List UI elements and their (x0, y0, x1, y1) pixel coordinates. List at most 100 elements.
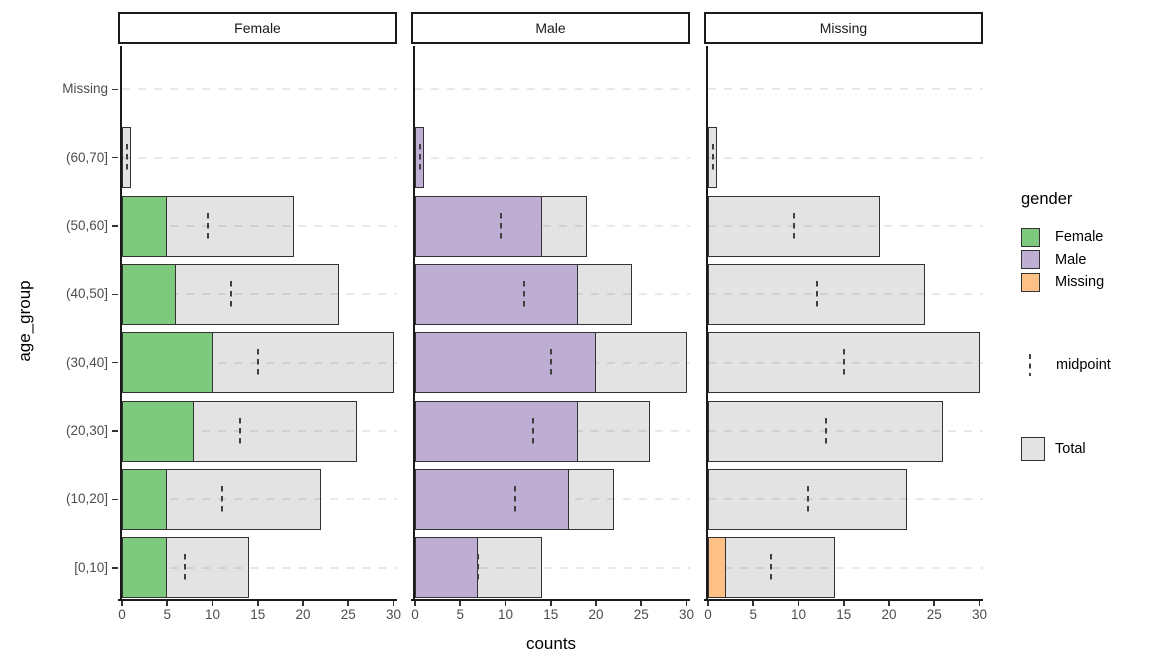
gridline-(40,50] (708, 293, 983, 296)
x-tick (752, 601, 755, 606)
gridline-(10,20] (708, 498, 983, 501)
midpoint-marker (824, 417, 827, 445)
y-tick-label: (20,30] (65, 423, 108, 439)
legend-midpoint-label: midpoint (1056, 357, 1111, 373)
y-axis-title: age_group (15, 280, 34, 362)
legend-item-label: Female (1055, 229, 1104, 246)
male-bar (415, 195, 542, 257)
x-tick (256, 601, 259, 606)
x-tick-label: 0 (118, 607, 126, 622)
x-tick-label: 0 (704, 607, 712, 622)
gridline-Missing (708, 88, 983, 91)
midpoint-marker (499, 212, 502, 240)
x-axis-line (704, 599, 983, 601)
male-swatch (1021, 250, 1040, 270)
legend-item-missing: Missing (1021, 271, 1104, 294)
male-bar (415, 400, 578, 462)
midpoint-marker (815, 280, 818, 308)
x-tick (888, 601, 890, 606)
midpoint-marker (220, 485, 223, 513)
midpoint-marker (206, 212, 209, 240)
y-tick-label: [0,10] (74, 559, 108, 575)
y-tick (112, 88, 118, 91)
y-tick-label: (40,50] (65, 286, 108, 302)
y-tick-label: Missing (62, 81, 108, 97)
x-tick-label: 25 (926, 607, 942, 622)
male-bar (415, 263, 578, 325)
x-tick (166, 601, 169, 606)
y-tick (112, 293, 118, 296)
legend-item-female: Female (1021, 226, 1104, 249)
midpoint-marker (549, 349, 552, 377)
gridline-(20,30] (708, 430, 983, 433)
legend-total-entry: Total (1021, 436, 1086, 461)
x-tick (459, 601, 462, 606)
x-tick-label: 10 (204, 607, 221, 622)
total-key-swatch (1021, 436, 1045, 461)
x-tick (211, 601, 214, 606)
x-tick-label: 10 (790, 607, 807, 622)
x-tick (302, 601, 304, 606)
x-tick-label: 5 (749, 607, 757, 622)
gridline-(10,20] (122, 498, 397, 501)
y-tick-label: (10,20] (65, 491, 108, 507)
female-bar (122, 263, 177, 325)
male-bar (415, 332, 596, 394)
x-tick-label: 20 (588, 607, 604, 622)
legend-item-male: Male (1021, 249, 1104, 272)
gridline-(30,40] (708, 361, 983, 364)
midpoint-marker (125, 144, 128, 172)
y-axis-line (120, 46, 122, 600)
x-tick-label: 15 (543, 607, 559, 622)
x-tick (640, 601, 643, 606)
x-tick-label: 15 (836, 607, 852, 622)
gridline-(40,50] (122, 293, 397, 296)
legend-title-gender: gender (1021, 190, 1073, 208)
y-tick-label: (50,60] (65, 218, 108, 233)
legend-midpoint-entry: midpoint (1021, 352, 1111, 378)
legend-item-label: Male (1055, 251, 1087, 268)
y-tick (112, 566, 118, 569)
x-tick (595, 601, 597, 606)
x-tick-label: 25 (633, 607, 649, 622)
female-swatch (1021, 227, 1040, 247)
y-tick (112, 225, 118, 227)
midpoint-marker (256, 349, 259, 377)
midpoint-marker (842, 349, 845, 377)
gridline-(30,40] (122, 361, 397, 364)
female-bar (122, 195, 168, 257)
y-tick-label: (30,40] (65, 354, 108, 370)
midpoint-marker (184, 554, 187, 582)
legend-total-label: Total (1055, 440, 1086, 457)
gridline-(50,60] (122, 225, 397, 227)
x-tick-label: 20 (881, 607, 897, 622)
midpoint-marker (418, 144, 421, 172)
x-tick (504, 601, 507, 606)
x-tick-label: 30 (971, 607, 988, 622)
x-tick (121, 601, 123, 606)
x-tick (549, 601, 552, 606)
midpoint-marker (238, 417, 241, 445)
y-tick (112, 498, 118, 501)
gridline-[0,10] (122, 566, 397, 569)
midpoint-marker (229, 280, 232, 308)
midpoint-marker (770, 554, 773, 582)
midpoint-marker (792, 212, 795, 240)
legend-item-label: Missing (1055, 274, 1105, 291)
x-tick-label: 10 (497, 607, 514, 622)
x-tick (933, 601, 936, 606)
legend-gender-items: Female Male Missing (1021, 226, 1104, 294)
midpoint-marker (513, 485, 516, 513)
x-tick (978, 601, 981, 606)
midpoint-marker (806, 485, 809, 513)
gridline-Missing (122, 88, 397, 91)
x-tick (685, 601, 688, 606)
facet-strip-female: Female (118, 12, 397, 44)
gridline-(60,70] (122, 156, 397, 159)
gridline-Missing (415, 88, 690, 91)
facet-strip-missing: Missing (704, 12, 983, 44)
x-tick (414, 601, 416, 606)
x-tick-label: 5 (163, 607, 171, 622)
midpoint-marker (477, 554, 480, 582)
